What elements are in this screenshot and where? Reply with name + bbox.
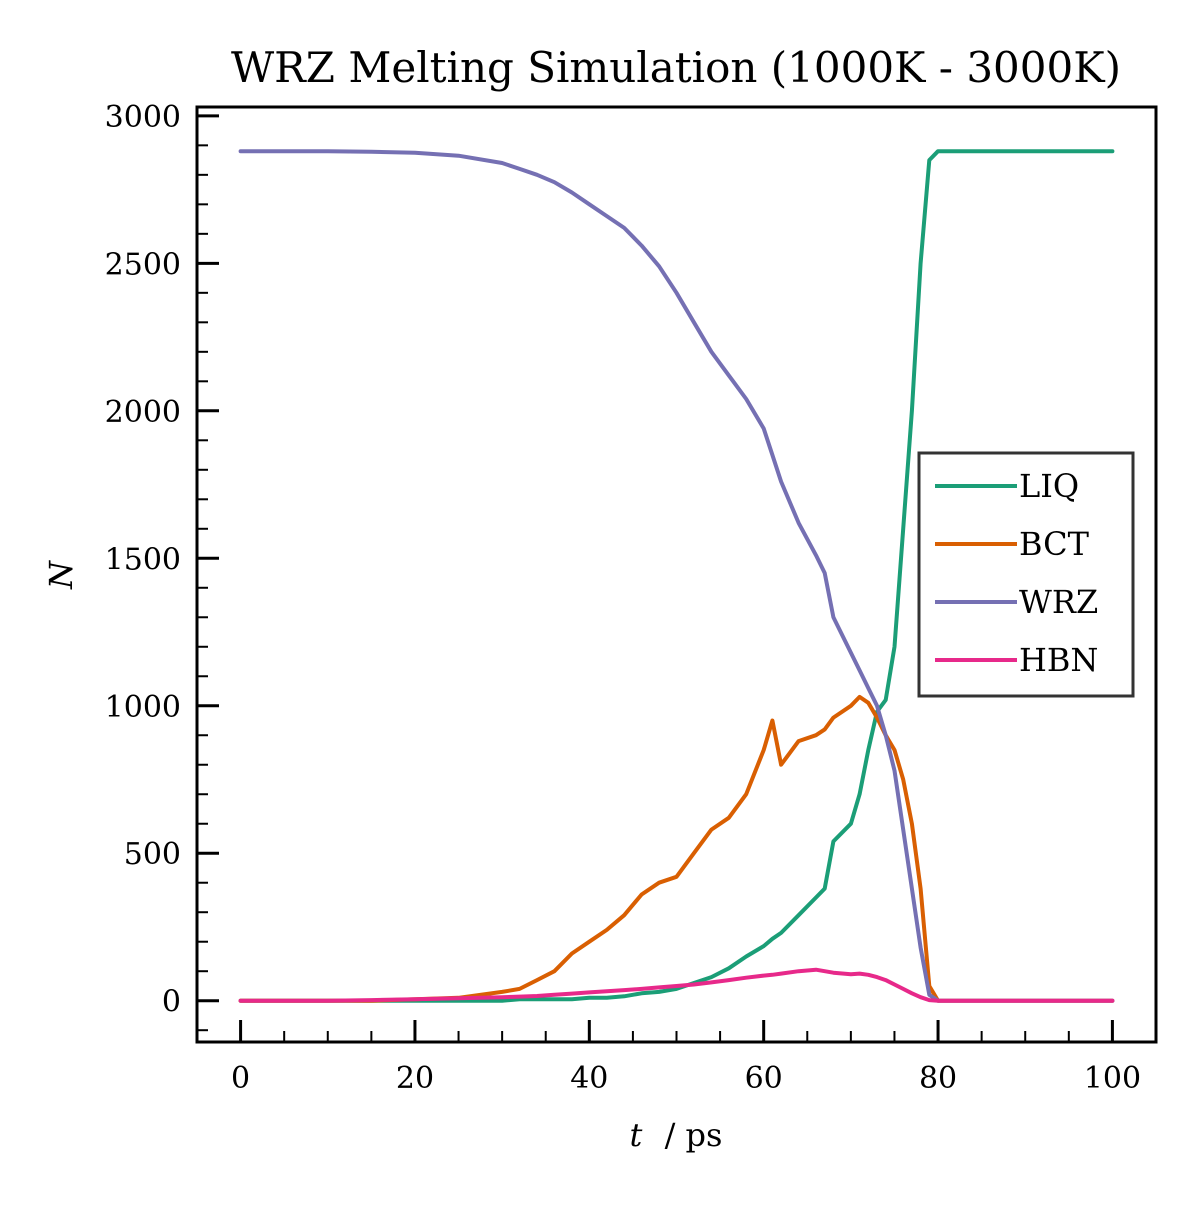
y-tick-label: 3000: [105, 100, 181, 135]
y-tick-label: 2000: [105, 395, 181, 430]
x-tick-label: 20: [396, 1061, 434, 1096]
y-tick-label: 0: [162, 985, 181, 1020]
x-tick-label: 80: [919, 1061, 957, 1096]
series-line-liq: [238, 149, 1115, 1003]
plot-frame: [195, 105, 1158, 1044]
legend-label-bct: BCT: [1019, 525, 1090, 563]
y-tick-label: 500: [124, 837, 181, 872]
y-tick-label: 1500: [105, 542, 181, 577]
legend-label-wrz: WRZ: [1019, 583, 1098, 621]
series-line-wrz: [238, 149, 1115, 1003]
legend-label-hbn: HBN: [1019, 641, 1098, 679]
x-tick-label: 60: [745, 1061, 783, 1096]
legend-box: [917, 451, 1135, 698]
series-line-bct: [238, 694, 1115, 1003]
y-tick-label: 1000: [105, 690, 181, 725]
y-tick-label: 2500: [105, 247, 181, 282]
x-axis-label: t / ps: [630, 1116, 723, 1154]
series-lines: [238, 149, 1115, 1003]
legend: LIQ BCT WRZ HBN: [917, 451, 1135, 698]
legend-label-liq: LIQ: [1019, 467, 1079, 505]
x-axis-unit: / ps: [665, 1116, 723, 1154]
chart-title: WRZ Melting Simulation (1000K - 3000K): [231, 43, 1121, 92]
series-line-hbn: [238, 967, 1115, 1003]
axis-labels: t / ps N: [42, 560, 722, 1154]
y-axis-label: N: [42, 560, 80, 590]
x-tick-label: 100: [1084, 1061, 1141, 1096]
x-tick-label: 40: [570, 1061, 608, 1096]
x-tick-label: 0: [231, 1061, 250, 1096]
x-axis-symbol: t: [630, 1116, 643, 1154]
